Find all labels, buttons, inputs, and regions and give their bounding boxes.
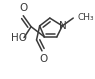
Text: O: O [19,3,27,13]
Text: O: O [39,54,48,64]
Text: CH₃: CH₃ [77,13,94,22]
Text: N: N [59,21,66,31]
Text: HO: HO [11,33,27,43]
